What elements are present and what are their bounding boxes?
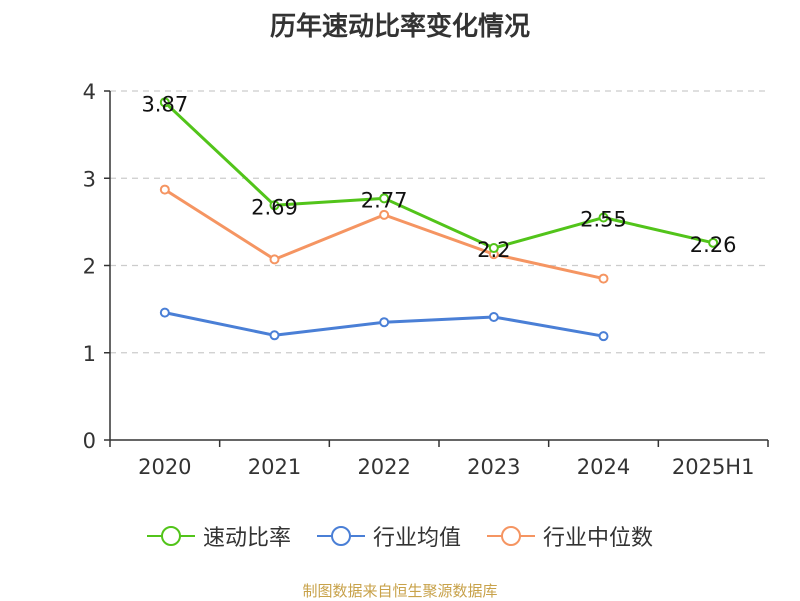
chart-title: 历年速动比率变化情况 xyxy=(269,12,530,42)
y-tick-label: 4 xyxy=(83,80,96,104)
series-point-0 xyxy=(269,200,280,211)
series-point-0 xyxy=(598,212,609,223)
series-point-2 xyxy=(159,184,170,195)
data-label: 2.2 xyxy=(477,238,510,262)
x-tick-label: 2022 xyxy=(357,455,410,479)
series-point-2 xyxy=(269,254,280,265)
y-tick-label: 1 xyxy=(83,342,96,366)
legend-swatch-icon xyxy=(316,525,365,547)
legend: 速动比率 行业均值 行业中位数 xyxy=(0,520,800,552)
data-label: 2.77 xyxy=(361,188,408,212)
x-tick-label: 2023 xyxy=(467,455,520,479)
legend-item[interactable]: 行业中位数 xyxy=(487,520,653,552)
series-point-1 xyxy=(379,317,390,328)
series-point-1 xyxy=(488,311,499,322)
series-point-1 xyxy=(598,331,609,342)
series-line-0 xyxy=(163,101,714,250)
tick-labels: 0 1 2 3 4 2020 2021 2022 2023 2024 2025H1 xyxy=(83,80,755,479)
axes xyxy=(104,90,769,447)
data-label: 2.55 xyxy=(580,208,627,232)
series-point-1 xyxy=(269,330,280,341)
legend-item[interactable]: 速动比率 xyxy=(146,520,291,552)
legend-swatch-icon xyxy=(146,525,195,547)
series-point-2 xyxy=(379,209,390,220)
x-tick-label: 2020 xyxy=(138,455,191,479)
data-label: 2.69 xyxy=(251,195,298,219)
legend-label: 行业中位数 xyxy=(543,526,654,551)
x-tick-label: 2025H1 xyxy=(672,455,755,479)
source-note: 制图数据来自恒生聚源数据库 xyxy=(302,582,498,600)
series-point-0 xyxy=(159,97,170,108)
series-point-0 xyxy=(708,237,719,248)
series-point-0 xyxy=(379,193,390,204)
x-tick-label: 2024 xyxy=(577,455,630,479)
y-tick-label: 0 xyxy=(83,429,96,453)
series-point-1 xyxy=(159,307,170,318)
data-label: 3.87 xyxy=(141,92,188,116)
x-tick-label: 2021 xyxy=(248,455,301,479)
series-points xyxy=(159,97,719,342)
legend-label: 速动比率 xyxy=(202,526,291,551)
series-point-0 xyxy=(488,243,499,254)
legend-swatch-icon xyxy=(487,525,535,547)
series-lines xyxy=(163,101,714,338)
legend-item[interactable]: 行业均值 xyxy=(316,520,461,552)
legend-label: 行业均值 xyxy=(372,526,461,551)
y-tick-label: 3 xyxy=(83,167,96,191)
series-point-2 xyxy=(598,273,609,284)
y-tick-label: 2 xyxy=(83,255,96,279)
data-label: 2.26 xyxy=(690,233,737,257)
data-labels: 3.87 2.69 2.77 2.2 2.55 2.26 xyxy=(141,92,736,262)
